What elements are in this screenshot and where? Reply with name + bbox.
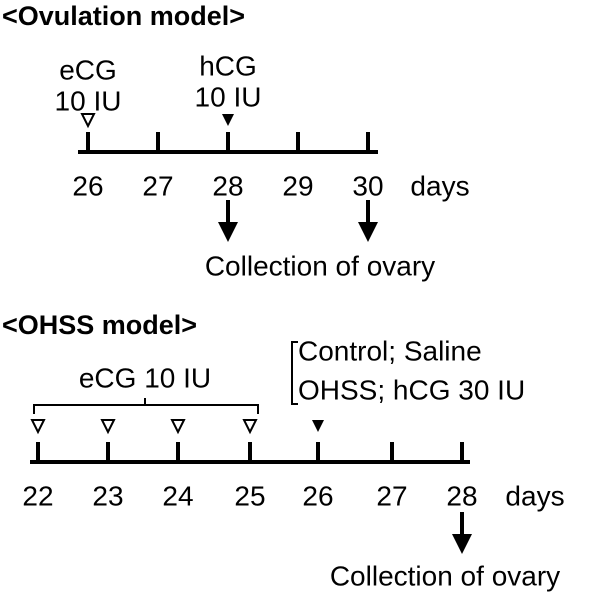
injection-drug: eCG <box>59 54 117 85</box>
injection-dose: 10 IU <box>195 81 262 112</box>
collection: Collection of ovary <box>205 250 435 281</box>
day-label: 22 <box>22 480 53 511</box>
brace <box>33 398 259 414</box>
day-label: 27 <box>142 170 173 201</box>
day-label: 28 <box>446 480 477 511</box>
open-triangle <box>242 419 258 435</box>
open-triangle <box>30 419 46 435</box>
day-label: 28 <box>212 170 243 201</box>
day-label: 24 <box>162 480 193 511</box>
group-label: OHSS; hCG 30 IU <box>298 374 525 405</box>
arrow <box>452 512 472 554</box>
arrow <box>358 200 378 242</box>
day-label: 23 <box>92 480 123 511</box>
ohss-title: <OHSS model> <box>2 310 197 340</box>
group-bracket <box>291 341 298 405</box>
open-triangle <box>170 419 186 435</box>
ovulation-title: <Ovulation model> <box>2 1 245 31</box>
day-label: 27 <box>376 480 407 511</box>
group-label: Control; Saline <box>298 335 482 366</box>
injection-dose: 10 IU <box>55 85 122 116</box>
filled-triangle <box>222 114 234 126</box>
day-label: 26 <box>72 170 103 201</box>
collection: Collection of ovary <box>330 560 560 591</box>
injection-label: eCG 10 IU <box>79 362 211 393</box>
day-label: 26 <box>302 480 333 511</box>
injection-drug: hCG <box>199 50 257 81</box>
unit: days <box>410 170 469 201</box>
day-label: 29 <box>282 170 313 201</box>
arrow <box>218 200 238 242</box>
day-label: 30 <box>352 170 383 201</box>
open-triangle <box>100 419 116 435</box>
unit: days <box>505 480 564 511</box>
day-label: 25 <box>234 480 265 511</box>
open-triangle <box>80 113 96 129</box>
filled-triangle <box>312 420 324 432</box>
